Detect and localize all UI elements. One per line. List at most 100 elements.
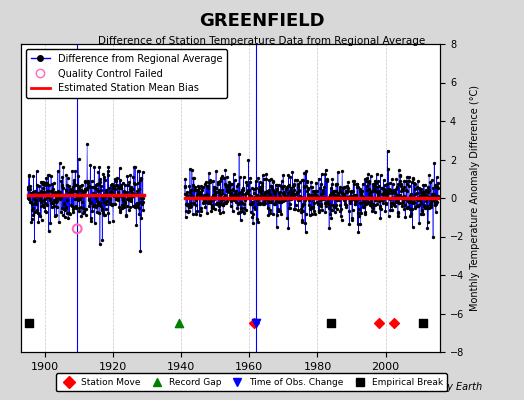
Point: [115, 185, 123, 191]
Point: [266, 183, 275, 189]
Point: [341, 183, 349, 190]
Point: [25, 320, 34, 326]
Point: [25, 196, 34, 202]
Point: [112, 178, 121, 184]
Point: [432, 201, 441, 207]
Point: [381, 192, 389, 198]
Point: [319, 196, 328, 202]
Point: [56, 189, 64, 195]
Point: [246, 201, 254, 207]
Point: [59, 185, 67, 191]
Point: [81, 185, 89, 192]
Point: [376, 215, 385, 221]
Point: [63, 182, 71, 188]
Point: [130, 164, 138, 170]
Point: [215, 187, 224, 194]
Point: [185, 204, 193, 210]
Point: [31, 201, 40, 207]
Point: [372, 196, 380, 203]
Point: [43, 202, 51, 208]
Point: [433, 182, 441, 189]
Point: [79, 205, 88, 211]
Point: [248, 214, 257, 220]
Point: [398, 196, 407, 202]
Point: [72, 204, 81, 210]
Point: [296, 192, 304, 199]
Point: [256, 184, 264, 190]
Point: [299, 201, 307, 207]
Point: [425, 194, 433, 200]
Point: [93, 181, 101, 188]
Point: [378, 185, 386, 192]
Point: [334, 192, 343, 198]
Point: [413, 196, 421, 203]
Point: [341, 201, 349, 207]
Point: [49, 192, 58, 198]
Point: [291, 202, 300, 208]
Point: [355, 206, 363, 213]
Point: [128, 203, 137, 210]
Point: [194, 187, 202, 194]
Point: [252, 178, 260, 184]
Point: [275, 182, 283, 188]
Point: [420, 202, 428, 208]
Point: [231, 191, 239, 198]
Point: [202, 198, 210, 205]
Point: [124, 195, 132, 202]
Point: [78, 190, 86, 196]
Point: [123, 196, 131, 202]
Point: [430, 191, 439, 197]
Point: [300, 184, 309, 190]
Point: [95, 164, 104, 171]
Point: [380, 189, 388, 195]
Point: [70, 187, 79, 194]
Point: [313, 188, 321, 194]
Point: [62, 172, 70, 178]
Point: [208, 204, 216, 211]
Point: [99, 207, 107, 213]
Point: [259, 192, 268, 198]
Point: [323, 177, 331, 184]
Point: [304, 194, 313, 201]
Point: [112, 182, 121, 188]
Point: [418, 191, 426, 197]
Point: [312, 192, 321, 199]
Point: [122, 212, 130, 218]
Point: [351, 200, 359, 207]
Point: [335, 186, 344, 193]
Point: [322, 176, 331, 183]
Point: [410, 200, 418, 207]
Point: [372, 188, 380, 194]
Point: [132, 204, 140, 210]
Point: [328, 176, 336, 182]
Point: [265, 187, 273, 193]
Point: [403, 196, 412, 203]
Point: [227, 198, 236, 204]
Point: [367, 188, 376, 194]
Point: [191, 187, 200, 194]
Point: [343, 194, 351, 200]
Point: [428, 196, 436, 203]
Point: [50, 198, 59, 204]
Point: [65, 182, 73, 189]
Point: [429, 234, 437, 240]
Point: [385, 212, 393, 219]
Point: [224, 182, 232, 188]
Point: [118, 192, 126, 198]
Point: [296, 179, 304, 186]
Point: [298, 203, 306, 209]
Point: [216, 175, 225, 181]
Point: [276, 208, 285, 214]
Point: [253, 201, 261, 208]
Point: [384, 147, 392, 154]
Point: [401, 214, 409, 220]
Point: [211, 190, 219, 196]
Point: [366, 202, 374, 208]
Point: [325, 202, 334, 208]
Point: [139, 195, 148, 201]
Point: [352, 192, 361, 198]
Point: [365, 191, 373, 197]
Point: [97, 205, 106, 212]
Point: [27, 199, 35, 206]
Point: [242, 195, 250, 201]
